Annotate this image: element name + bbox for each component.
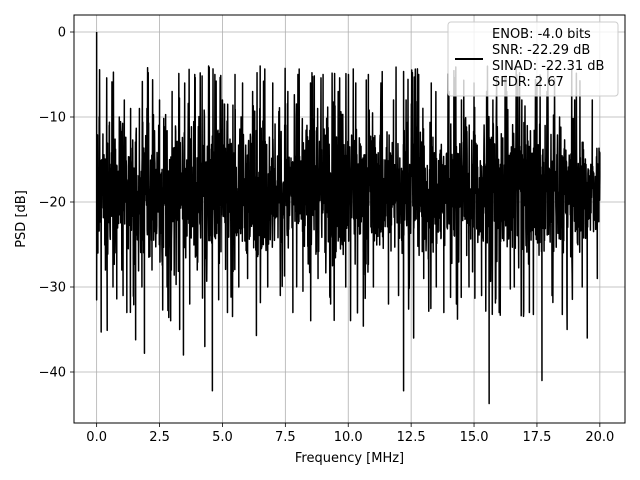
x-tick-label: 10.0 — [334, 430, 363, 445]
x-tick-label: 17.5 — [522, 430, 551, 445]
tick-layer: 0.0 2.5 5.0 7.5 10.0 12.5 15.0 17.5 20.0 0 −10 −20 −… — [39, 26, 615, 446]
series-layer — [95, 32, 601, 405]
plot-frame — [73, 14, 626, 424]
x-tick-label: 2.5 — [149, 430, 170, 445]
y-tick-label: −40 — [39, 366, 66, 381]
psd-series-line — [95, 32, 601, 405]
y-tick-label: −20 — [39, 196, 66, 211]
y-axis-label: PSD [dB] — [14, 190, 29, 248]
y-tick-label: −30 — [39, 281, 66, 296]
x-tick-label: 15.0 — [460, 430, 489, 445]
legend: ENOB: -4.0 bits SNR: -22.29 dB SINAD: -2… — [447, 21, 619, 97]
x-tick-label: 0.0 — [86, 430, 107, 445]
x-tick-label: 20.0 — [585, 430, 614, 445]
x-tick-label: 7.5 — [275, 430, 296, 445]
x-tick-label: 5.0 — [212, 430, 233, 445]
legend-entry-snr: SNR: -22.29 dB — [492, 43, 590, 58]
legend-box — [447, 21, 619, 97]
legend-entry-sinad: SINAD: -22.31 dB — [492, 59, 604, 74]
legend-entry-enob: ENOB: -4.0 bits — [492, 27, 591, 42]
y-tick-label: −10 — [39, 111, 66, 126]
y-tick-label: 0 — [58, 26, 66, 41]
x-tick-label: 12.5 — [397, 430, 426, 445]
x-axis-label: Frequency [MHz] — [295, 451, 404, 466]
legend-entry-sfdr: SFDR: 2.67 — [492, 75, 564, 90]
